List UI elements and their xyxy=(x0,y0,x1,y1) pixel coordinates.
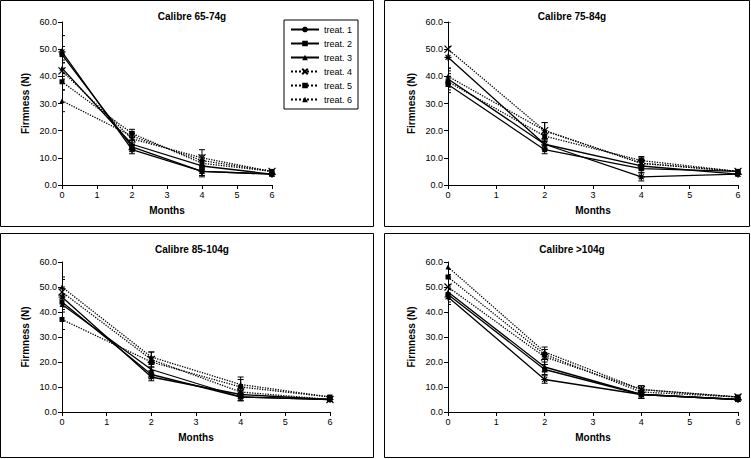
svg-text:60.0: 60.0 xyxy=(425,257,443,267)
svg-text:Calibre 85-104g: Calibre 85-104g xyxy=(155,244,229,255)
svg-text:20.0: 20.0 xyxy=(425,357,443,367)
svg-text:60.0: 60.0 xyxy=(39,17,57,27)
svg-text:0: 0 xyxy=(445,190,450,200)
svg-text:treat. 5: treat. 5 xyxy=(324,81,352,91)
svg-text:60.0: 60.0 xyxy=(425,17,443,27)
svg-text:3: 3 xyxy=(590,190,595,200)
svg-text:6: 6 xyxy=(327,417,332,427)
svg-text:40.0: 40.0 xyxy=(39,307,57,317)
svg-text:treat. 1: treat. 1 xyxy=(324,25,352,35)
svg-text:6: 6 xyxy=(269,190,274,200)
svg-text:30.0: 30.0 xyxy=(425,332,443,342)
svg-text:30.0: 30.0 xyxy=(39,99,57,109)
svg-text:0.0: 0.0 xyxy=(44,407,57,417)
svg-text:1: 1 xyxy=(94,190,99,200)
svg-text:6: 6 xyxy=(735,417,740,427)
svg-text:3: 3 xyxy=(164,190,169,200)
svg-text:0: 0 xyxy=(445,417,450,427)
svg-text:Firmness (N): Firmness (N) xyxy=(406,73,417,134)
svg-text:60.0: 60.0 xyxy=(39,257,57,267)
svg-text:5: 5 xyxy=(687,190,692,200)
svg-text:Months: Months xyxy=(575,205,611,216)
svg-text:0: 0 xyxy=(59,190,64,200)
svg-text:6: 6 xyxy=(735,190,740,200)
svg-text:treat. 2: treat. 2 xyxy=(324,39,352,49)
svg-text:30.0: 30.0 xyxy=(39,332,57,342)
svg-text:5: 5 xyxy=(283,417,288,427)
svg-text:0.0: 0.0 xyxy=(44,180,57,190)
svg-text:1: 1 xyxy=(104,417,109,427)
svg-text:Calibre >104g: Calibre >104g xyxy=(539,244,604,255)
svg-text:5: 5 xyxy=(234,190,239,200)
svg-text:20.0: 20.0 xyxy=(39,357,57,367)
svg-text:50.0: 50.0 xyxy=(39,282,57,292)
svg-text:3: 3 xyxy=(193,417,198,427)
svg-text:40.0: 40.0 xyxy=(425,71,443,81)
svg-text:4: 4 xyxy=(238,417,243,427)
svg-text:30.0: 30.0 xyxy=(425,99,443,109)
svg-text:Firmness (N): Firmness (N) xyxy=(406,306,417,367)
svg-text:Months: Months xyxy=(178,432,214,443)
svg-text:Firmness (N): Firmness (N) xyxy=(20,306,31,367)
svg-text:Months: Months xyxy=(149,205,185,216)
svg-text:20.0: 20.0 xyxy=(425,126,443,136)
svg-text:Calibre 75-84g: Calibre 75-84g xyxy=(538,11,606,22)
svg-text:0.0: 0.0 xyxy=(430,407,443,417)
svg-text:10.0: 10.0 xyxy=(425,382,443,392)
svg-text:50.0: 50.0 xyxy=(39,44,57,54)
svg-text:4: 4 xyxy=(639,190,644,200)
svg-text:50.0: 50.0 xyxy=(425,282,443,292)
svg-text:2: 2 xyxy=(129,190,134,200)
svg-text:1: 1 xyxy=(494,417,499,427)
svg-text:treat. 6: treat. 6 xyxy=(324,95,352,105)
svg-text:Months: Months xyxy=(575,432,611,443)
svg-text:20.0: 20.0 xyxy=(39,126,57,136)
svg-text:Calibre 65-74g: Calibre 65-74g xyxy=(158,11,226,22)
svg-text:treat. 4: treat. 4 xyxy=(324,67,352,77)
svg-text:3: 3 xyxy=(590,417,595,427)
svg-text:0.0: 0.0 xyxy=(430,180,443,190)
svg-text:2: 2 xyxy=(149,417,154,427)
svg-text:10.0: 10.0 xyxy=(39,153,57,163)
svg-text:2: 2 xyxy=(542,417,547,427)
svg-text:10.0: 10.0 xyxy=(39,382,57,392)
svg-text:1: 1 xyxy=(494,190,499,200)
svg-text:40.0: 40.0 xyxy=(425,307,443,317)
svg-text:5: 5 xyxy=(687,417,692,427)
svg-text:2: 2 xyxy=(542,190,547,200)
svg-text:50.0: 50.0 xyxy=(425,44,443,54)
svg-text:4: 4 xyxy=(199,190,204,200)
svg-text:10.0: 10.0 xyxy=(425,153,443,163)
svg-text:treat. 3: treat. 3 xyxy=(324,53,352,63)
svg-text:40.0: 40.0 xyxy=(39,71,57,81)
svg-text:4: 4 xyxy=(639,417,644,427)
svg-text:0: 0 xyxy=(59,417,64,427)
svg-text:Firmness (N): Firmness (N) xyxy=(20,73,31,134)
